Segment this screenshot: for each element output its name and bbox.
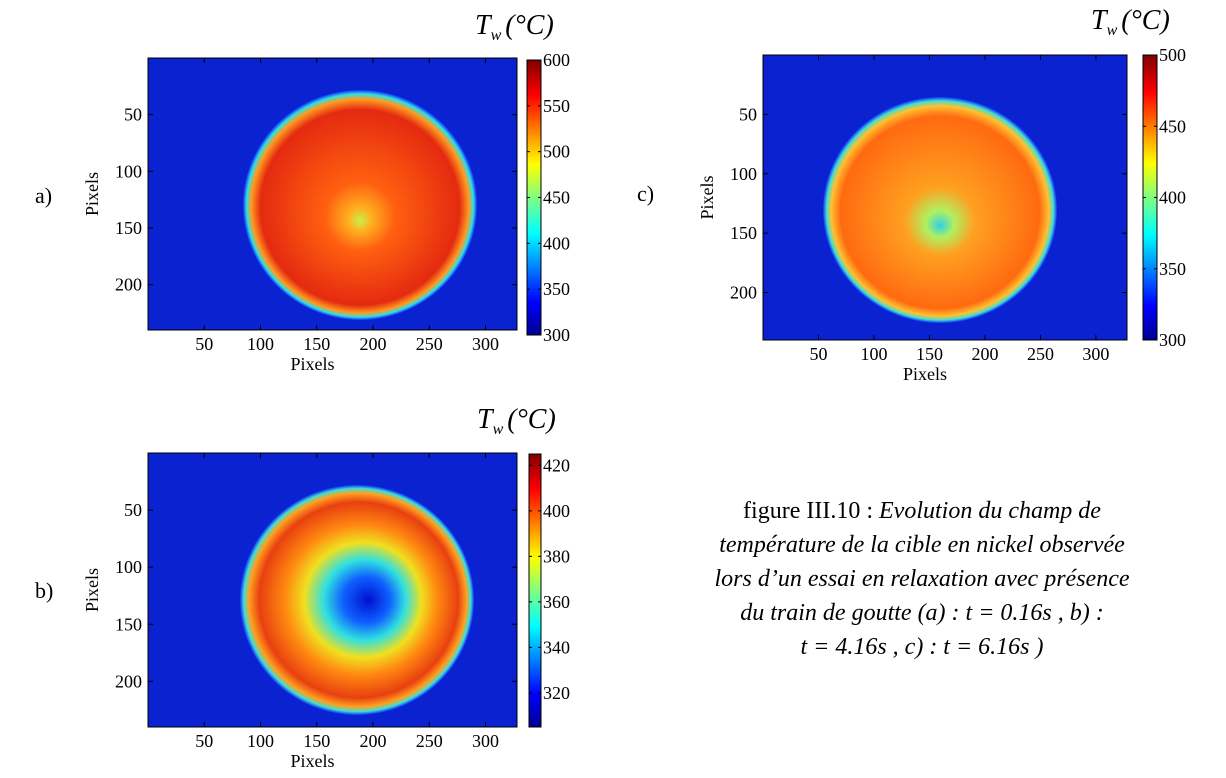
colorbar-tick-label: 550 bbox=[543, 96, 570, 116]
x-tick-label: 200 bbox=[360, 731, 387, 751]
colorbar-tick-label: 500 bbox=[1159, 45, 1186, 65]
y-tick-label: 200 bbox=[115, 671, 142, 691]
caption-line: figure III.10 : Evolution du champ de bbox=[743, 498, 1101, 524]
colorbar-tick-label: 600 bbox=[543, 50, 570, 70]
colorbar-tick-label: 450 bbox=[1159, 116, 1186, 136]
panel-label: a) bbox=[35, 183, 52, 208]
heatmap-spot bbox=[240, 485, 474, 715]
y-tick-label: 200 bbox=[115, 275, 142, 295]
x-tick-label: 50 bbox=[809, 344, 827, 364]
y-tick-label: 150 bbox=[115, 218, 142, 238]
x-tick-label: 50 bbox=[195, 334, 213, 354]
colorbar-tick-label: 350 bbox=[543, 279, 570, 299]
x-tick-label: 150 bbox=[916, 344, 943, 364]
colorbar-tick-label: 400 bbox=[1159, 188, 1186, 208]
y-axis-label: Pixels bbox=[697, 175, 717, 219]
colorbar-tick-label: 420 bbox=[543, 455, 570, 475]
x-tick-label: 250 bbox=[416, 731, 443, 751]
caption-line: lors d’un essai en relaxation avec prése… bbox=[715, 566, 1130, 592]
y-tick-label: 100 bbox=[730, 164, 757, 184]
colorbar-title: Tw (°C) bbox=[477, 404, 556, 438]
x-axis-label: Pixels bbox=[903, 364, 947, 384]
image-frame bbox=[762, 54, 1128, 341]
x-tick-label: 300 bbox=[472, 334, 499, 354]
y-axis-label: Pixels bbox=[82, 568, 102, 612]
colorbar-symbol: T bbox=[475, 10, 493, 41]
x-tick-label: 250 bbox=[416, 334, 443, 354]
panel-label: b) bbox=[35, 578, 53, 603]
colorbar-tick-label: 300 bbox=[1159, 330, 1186, 350]
y-tick-label: 50 bbox=[124, 105, 142, 125]
colorbar-tick-label: 380 bbox=[543, 546, 570, 566]
colorbar-subscript: w bbox=[491, 27, 502, 44]
colorbar-subscript: w bbox=[1107, 22, 1118, 39]
x-axis-label: Pixels bbox=[290, 354, 334, 374]
y-tick-label: 100 bbox=[115, 557, 142, 577]
x-tick-label: 100 bbox=[860, 344, 887, 364]
x-tick-label: 250 bbox=[1027, 344, 1054, 364]
x-tick-label: 300 bbox=[472, 731, 499, 751]
y-tick-label: 100 bbox=[115, 161, 142, 181]
y-tick-label: 200 bbox=[730, 283, 757, 303]
y-tick-label: 150 bbox=[730, 223, 757, 243]
colorbar-unit: (°C) bbox=[505, 10, 554, 41]
x-tick-label: 150 bbox=[303, 334, 330, 354]
y-tick-label: 150 bbox=[115, 614, 142, 634]
caption-line: t = 4.16s , c) : t = 6.16s ) bbox=[800, 634, 1043, 660]
x-tick-label: 50 bbox=[195, 731, 213, 751]
caption-line: du train de goutte (a) : t = 0.16s , b) … bbox=[740, 600, 1103, 626]
heatmap-spot bbox=[243, 90, 477, 320]
image-frame bbox=[147, 452, 518, 728]
heatmap-spot bbox=[823, 97, 1057, 323]
colorbar-tick-label: 350 bbox=[1159, 259, 1186, 279]
colorbar-tick-label: 340 bbox=[543, 637, 570, 657]
colorbar-title: Tw (°C) bbox=[1091, 5, 1170, 39]
colorbar-tick-label: 450 bbox=[543, 188, 570, 208]
panel-label: c) bbox=[637, 181, 654, 206]
colorbar-symbol: T bbox=[1091, 5, 1109, 36]
colorbar-tick-label: 300 bbox=[543, 325, 570, 345]
x-tick-label: 200 bbox=[971, 344, 998, 364]
caption-prefix: figure III.10 : bbox=[743, 498, 879, 524]
colorbar-unit: (°C) bbox=[507, 404, 556, 435]
x-tick-label: 100 bbox=[247, 334, 274, 354]
y-tick-label: 50 bbox=[124, 500, 142, 520]
x-tick-label: 200 bbox=[360, 334, 387, 354]
colorbar-tick-label: 500 bbox=[543, 142, 570, 162]
x-tick-label: 150 bbox=[303, 731, 330, 751]
image-frame bbox=[147, 57, 518, 331]
colorbar bbox=[528, 453, 542, 728]
colorbar-tick-label: 400 bbox=[543, 501, 570, 521]
caption-line: température de la cible en nickel observ… bbox=[719, 532, 1125, 558]
x-tick-label: 100 bbox=[247, 731, 274, 751]
colorbar-title: Tw (°C) bbox=[475, 10, 554, 44]
y-axis-label: Pixels bbox=[82, 172, 102, 216]
caption-text: Evolution du champ de bbox=[878, 498, 1101, 524]
x-axis-label: Pixels bbox=[290, 751, 334, 771]
colorbar-unit: (°C) bbox=[1121, 5, 1170, 36]
colorbar-tick-label: 320 bbox=[543, 683, 570, 703]
colorbar-tick-label: 400 bbox=[543, 233, 570, 253]
x-tick-label: 300 bbox=[1082, 344, 1109, 364]
colorbar-symbol: T bbox=[477, 404, 495, 435]
colorbar-tick-label: 360 bbox=[543, 592, 570, 612]
y-tick-label: 50 bbox=[739, 104, 757, 124]
colorbar-subscript: w bbox=[493, 421, 504, 438]
